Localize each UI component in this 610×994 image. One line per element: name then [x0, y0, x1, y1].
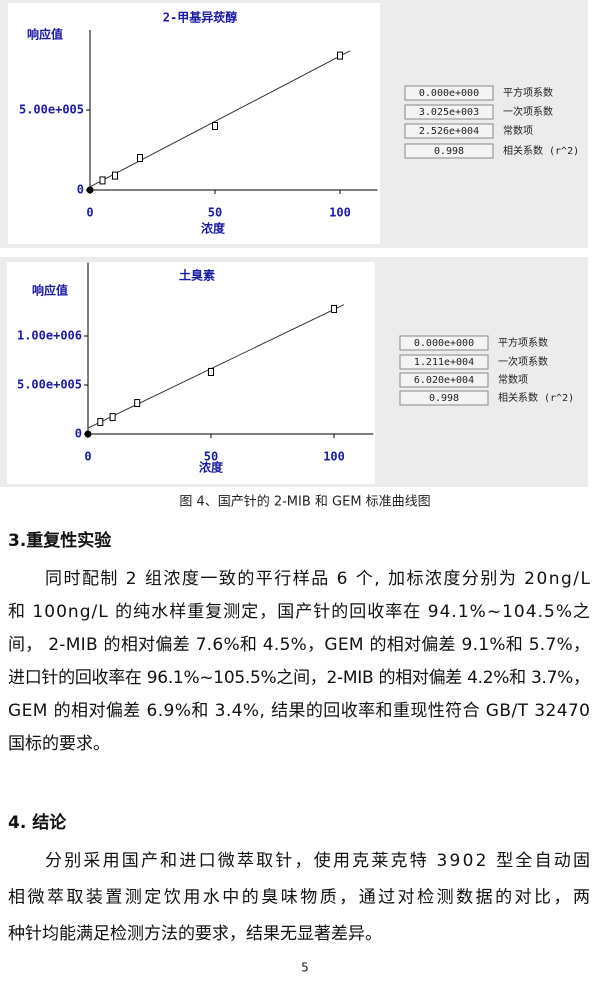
data-point	[109, 413, 116, 422]
coef-label: 常数项	[503, 124, 533, 137]
y-tick-label: 5.00e+005	[19, 103, 84, 117]
plot-panel	[8, 3, 380, 244]
coef-label: 平方项系数	[498, 336, 548, 349]
x-tick-label: 50	[204, 450, 218, 464]
y-tick-label: 0	[75, 427, 82, 441]
paragraph-line: 分别采用国产和进口微萃取针，使用克莱克特 3902 型全自动固	[45, 850, 590, 871]
coef-label: 平方项系数	[503, 86, 553, 99]
paragraph-line: 进口针的回收率在 96.1%~105.5%之间，2-MIB 的相对偏差 4.2%…	[8, 668, 590, 688]
coef-value: 3.025e+003	[419, 107, 479, 118]
paragraph-line: 相微萃取装置测定饮用水中的臭味物质，通过对检测数据的对比，两	[8, 888, 590, 908]
paragraph-line: 同时配制 2 组浓度一致的平行样品 6 个, 加标浓度分别为 20ng/L	[45, 569, 591, 589]
x-tick-label: 0	[84, 450, 91, 464]
paragraph-line: 间， 2-MIB 的相对偏差 7.6%和 4.5%，GEM 的相对偏差 9.1%…	[8, 635, 590, 655]
data-point	[134, 399, 141, 408]
data-point	[337, 51, 343, 60]
coef-label: 一次项系数	[503, 105, 553, 118]
data-point	[97, 418, 104, 427]
y-axis-label: 响应值	[27, 27, 63, 42]
coef-value: 0.998	[429, 393, 459, 404]
x-tick-label: 100	[329, 206, 351, 220]
trend-line	[87, 304, 345, 429]
heading: 3.重复性实验	[8, 530, 112, 551]
coef-label: 相关系数 (r^2)	[498, 391, 574, 404]
y-tick-label: 1.00e+006	[17, 329, 82, 343]
origin-dot	[86, 186, 94, 194]
data-point	[331, 304, 338, 313]
plot-panel	[7, 262, 375, 484]
coef-box	[399, 335, 489, 351]
coef-box	[404, 143, 494, 159]
origin-dot	[84, 430, 92, 438]
x-tick-label: 100	[323, 450, 345, 464]
heading: 4. 结论	[8, 812, 67, 833]
y-axis-label: 响应值	[32, 283, 68, 298]
coef-box	[404, 123, 494, 139]
y-tick-label: 5.00e+005	[17, 378, 82, 392]
coef-value: 2.526e+004	[419, 126, 479, 137]
chart-title: 2-甲基异莰醇	[163, 10, 237, 25]
trend-line	[89, 50, 351, 188]
coef-value: 0.998	[434, 146, 464, 157]
caption: 图 4、国产针的 2-MIB 和 GEM 标准曲线图	[179, 494, 430, 510]
paragraph-line: GEM 的相对偏差 6.9%和 3.4%, 结果的回收率和重现性符合 GB/T …	[8, 701, 590, 721]
coef-value: 0.000e+000	[414, 338, 474, 349]
coef-value: 0.000e+000	[419, 88, 479, 99]
coef-value: 6.020e+004	[414, 375, 474, 386]
data-point	[99, 176, 106, 185]
coef-label: 相关系数 (r^2)	[503, 144, 579, 157]
x-axis-label: 浓度	[199, 460, 224, 475]
x-tick-label: 50	[208, 206, 222, 220]
data-point	[212, 122, 218, 130]
chart-title: 土臭素	[179, 268, 215, 283]
coef-box	[404, 104, 494, 120]
coef-box	[399, 354, 489, 370]
coef-label: 常数项	[498, 373, 528, 386]
coef-box	[399, 390, 489, 406]
data-point	[137, 154, 143, 162]
y-tick-label: 0	[77, 183, 84, 197]
coef-box	[399, 372, 489, 388]
paragraph-line: 种针均能满足检测方法的要求，结果无显著差异。	[8, 924, 382, 944]
coef-label: 一次项系数	[498, 355, 548, 368]
paragraph-line: 国标的要求。	[8, 734, 110, 754]
coef-box	[404, 85, 494, 101]
data-point	[112, 171, 118, 180]
data-point	[208, 367, 215, 376]
x-tick-label: 0	[86, 206, 93, 220]
coef-value: 1.211e+004	[414, 357, 474, 368]
x-axis-label: 浓度	[201, 221, 226, 236]
page-number: 5	[301, 961, 309, 975]
paragraph-line: 和 100ng/L 的纯水样重复测定，国产针的回收率在 94.1%~104.5%…	[8, 602, 590, 622]
